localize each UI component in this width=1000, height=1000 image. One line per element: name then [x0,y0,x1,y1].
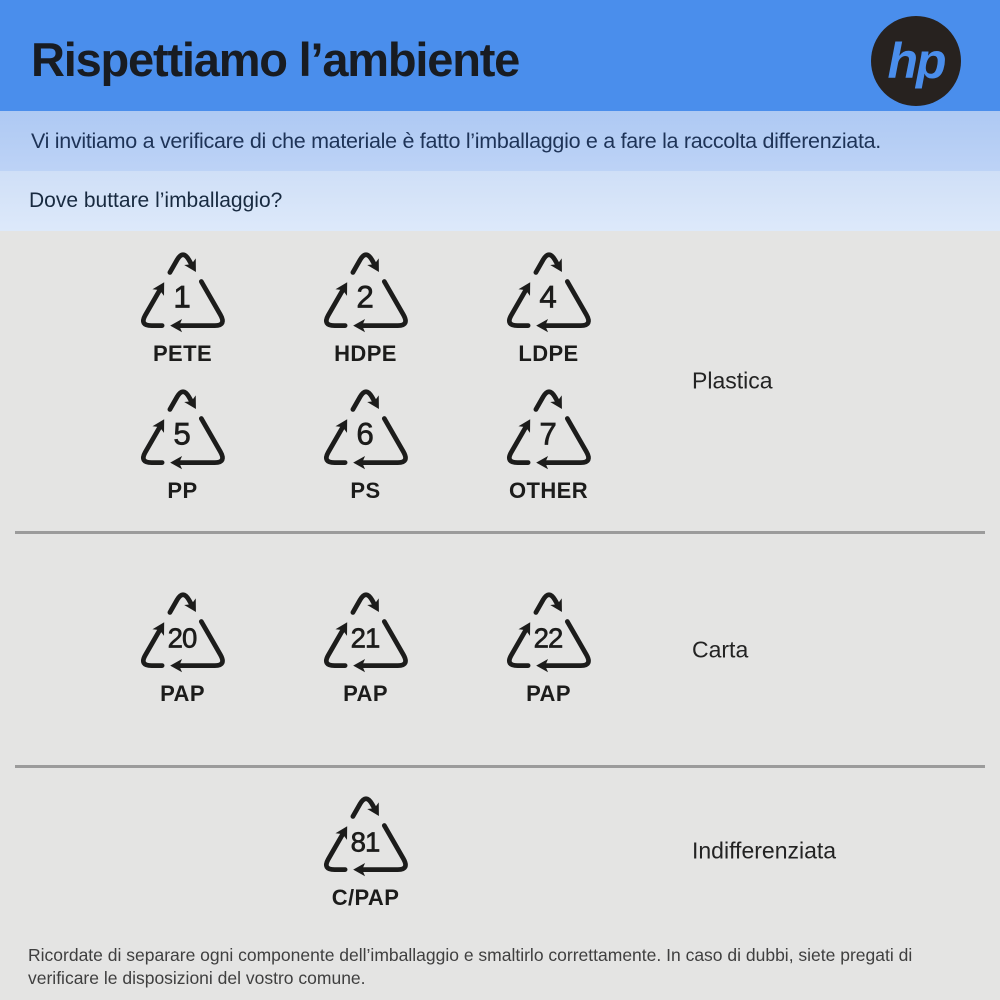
recycling-triangle-icon: 1 [140,252,225,333]
recycling-code-number: 81 [350,827,379,858]
section-plastica: 1 PETE 2 HDPE 4 LDPE [0,231,1000,531]
symbol-row: 1 PETE 2 HDPE 4 LDPE [0,240,1000,367]
hp-logo: hp [871,16,961,106]
material-code-label: LDPE [518,341,579,366]
material-code-label: PS [350,478,381,503]
recycling-symbol-4: 4 LDPE [457,240,640,367]
symbol-row: 20 PAP 21 PAP 22 PAP [0,580,1000,707]
material-code-label: C/PAP [331,885,400,910]
recycling-symbol-1: 1 PETE [91,240,274,367]
recycling-symbol-6: 6 PS [274,377,457,504]
recycling-triangle-icon: 5 [140,389,225,470]
section-indifferenziata: 81 C/PAP Indifferenziata [0,768,1000,934]
material-code-label: PP [167,478,198,503]
material-code-label: PAP [343,681,388,706]
recycling-code-number: 2 [356,280,373,315]
hp-logo-icon: hp [871,16,961,106]
recycling-code-number: 1 [173,280,190,315]
section-carta: 20 PAP 21 PAP 22 PAP Carta [0,534,1000,765]
recycling-triangle-icon: 81 [323,796,408,877]
recycling-symbol-2: 2 HDPE [274,240,457,367]
header: Rispettiamo l’ambiente hp [0,0,1000,111]
recycling-code-number: 22 [533,623,562,654]
section-divider [15,765,985,768]
recycling-code-number: 6 [356,417,373,452]
material-code-label: HDPE [334,341,397,366]
recycling-symbol-81: 81 C/PAP [274,784,457,911]
material-code-label: OTHER [509,478,588,503]
material-code-label: PAP [160,681,205,706]
question-text: Dove buttare l’imballaggio? [29,189,283,212]
material-code-label: PAP [526,681,571,706]
recycling-triangle-icon: 20 [140,592,225,673]
recycling-triangle-icon: 21 [323,592,408,673]
invitation-banner: Vi invitiamo a verificare di che materia… [0,111,1000,171]
hp-logo-text: hp [887,33,945,89]
recycling-symbol-20: 20 PAP [91,580,274,707]
recycling-symbol-22: 22 PAP [457,580,640,707]
recycling-triangle-icon: 22 [506,592,591,673]
invitation-text: Vi invitiamo a verificare di che materia… [31,128,881,153]
recycling-triangle-icon: 4 [506,252,591,333]
recycling-symbol-5: 5 PP [91,377,274,504]
question-bar: Dove buttare l’imballaggio? [0,171,1000,231]
footer: Ricordate di separare ogni componente de… [0,934,1000,991]
materials-list: 1 PETE 2 HDPE 4 LDPE [0,231,1000,934]
recycling-code-number: 4 [539,280,556,315]
recycling-triangle-icon: 6 [323,389,408,470]
symbol-row: 81 C/PAP [0,784,1000,911]
page-title: Rispettiamo l’ambiente [31,33,520,86]
section-divider [15,531,985,534]
material-category-label: Plastica [692,367,773,394]
recycling-code-number: 21 [350,623,379,654]
recycling-code-number: 5 [173,417,190,452]
material-category-label: Indifferenziata [692,837,837,864]
recycling-code-number: 20 [167,623,196,654]
recycling-triangle-icon: 2 [323,252,408,333]
symbol-row: 5 PP 6 PS 7 OTHER [0,377,1000,504]
recycling-code-number: 7 [539,417,556,452]
footer-note: Ricordate di separare ogni componente de… [28,945,913,989]
material-code-label: PETE [152,341,213,366]
material-category-label: Carta [692,636,749,662]
recycling-symbol-7: 7 OTHER [457,377,640,504]
recycling-triangle-icon: 7 [506,389,591,470]
recycling-symbol-21: 21 PAP [274,580,457,707]
